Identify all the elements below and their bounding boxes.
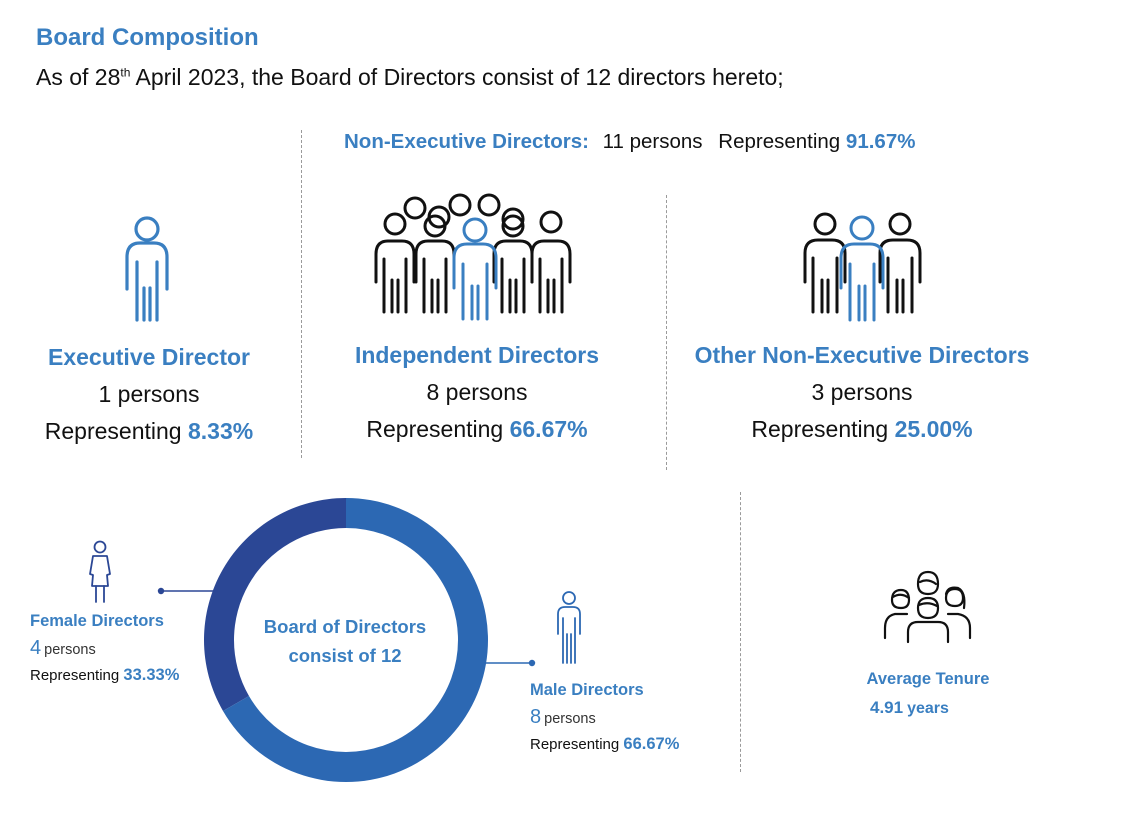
male-person-icon [557, 591, 581, 664]
crowd-person-center [452, 217, 498, 321]
crowd-icon [374, 193, 572, 321]
average-tenure-label: Average Tenure [866, 670, 990, 688]
diverse-group-icon [883, 570, 972, 644]
non-executive-percent: 91.67% [845, 130, 916, 153]
representing-label: Representing [44, 418, 182, 444]
group-of-three-icon [803, 212, 922, 322]
group-title: Other Non-Executive Directors [694, 342, 1030, 368]
group-persons: 3 persons [811, 379, 913, 405]
donut-center-label: Board of Directors consist of 12 [240, 612, 450, 670]
group-percent: 8.33% [187, 418, 254, 444]
group-other-non-executive: Other Non-Executive Directors 3 persons … [670, 342, 1054, 443]
tenure-value-number: 4.91 [870, 698, 904, 717]
female-count-unit: persons [44, 642, 96, 658]
male-count: 8 persons [530, 706, 679, 729]
intro-text-sup: th [120, 65, 131, 80]
donut-center-line2: consist of 12 [288, 645, 402, 666]
male-representing: Representing 66.67% [530, 735, 679, 754]
male-percent: 66.67% [623, 735, 680, 753]
group-percent: 66.67% [509, 416, 588, 442]
intro-text-before: As of 28 [36, 64, 121, 90]
female-label: Female Directors [30, 612, 164, 630]
group-executive: Executive Director 1 persons Representin… [0, 344, 298, 445]
female-count: 4 persons [30, 637, 179, 660]
group-title: Independent Directors [354, 342, 600, 368]
male-directors-block: Male Directors 8 persons Representing 66.… [530, 681, 679, 754]
divider-bottom [740, 492, 741, 772]
intro-text-after: April 2023, the Board of Directors consi… [130, 64, 784, 90]
female-representing-label: Representing [30, 667, 120, 684]
page-title: Board Composition [36, 24, 259, 51]
female-count-value: 4 [30, 637, 42, 659]
tenure-value-unit: years [907, 700, 949, 717]
female-person-icon [89, 540, 111, 603]
crowd-person-far-left [374, 212, 416, 314]
male-count-value: 8 [530, 706, 542, 728]
donut-center-line1: Board of Directors [263, 616, 427, 637]
group-representing: Representing 66.67% [312, 416, 642, 443]
crowd-person-far-right [530, 210, 572, 314]
person-icon [125, 216, 169, 322]
group-title: Executive Director [48, 344, 250, 370]
male-count-unit: persons [544, 711, 596, 727]
crowd-person-left [414, 214, 456, 314]
female-representing: Representing 33.33% [30, 666, 179, 685]
female-directors-block: Female Directors 4 persons Representing 3… [30, 612, 179, 685]
male-label: Male Directors [530, 681, 644, 699]
intro-text: As of 28th April 2023, the Board of Dire… [36, 64, 784, 91]
divider-middle [666, 195, 667, 470]
non-executive-summary: Non-Executive Directors: 11 persons Repr… [344, 130, 915, 154]
group-representing: Representing 25.00% [670, 416, 1054, 443]
representing-label: Representing [366, 416, 504, 442]
group-percent: 25.00% [894, 416, 973, 442]
divider-left [301, 130, 302, 458]
non-executive-persons: 11 persons [602, 130, 703, 153]
group-persons: 8 persons [426, 379, 528, 405]
female-percent: 33.33% [123, 666, 180, 684]
female-connector-dot [157, 587, 165, 595]
average-tenure-value: 4.91 years [870, 698, 1015, 718]
male-connector-dot [528, 659, 536, 667]
group-independent: Independent Directors 8 persons Represen… [312, 342, 642, 443]
non-executive-label: Non-Executive Directors: [344, 130, 589, 153]
group-representing: Representing 8.33% [0, 418, 298, 445]
group-persons: 1 persons [98, 381, 200, 407]
male-representing-label: Representing [530, 736, 620, 753]
non-executive-representing-label: Representing [718, 130, 841, 153]
gender-donut-chart [157, 498, 536, 782]
representing-label: Representing [751, 416, 889, 442]
donut-segment-female [203, 498, 346, 711]
